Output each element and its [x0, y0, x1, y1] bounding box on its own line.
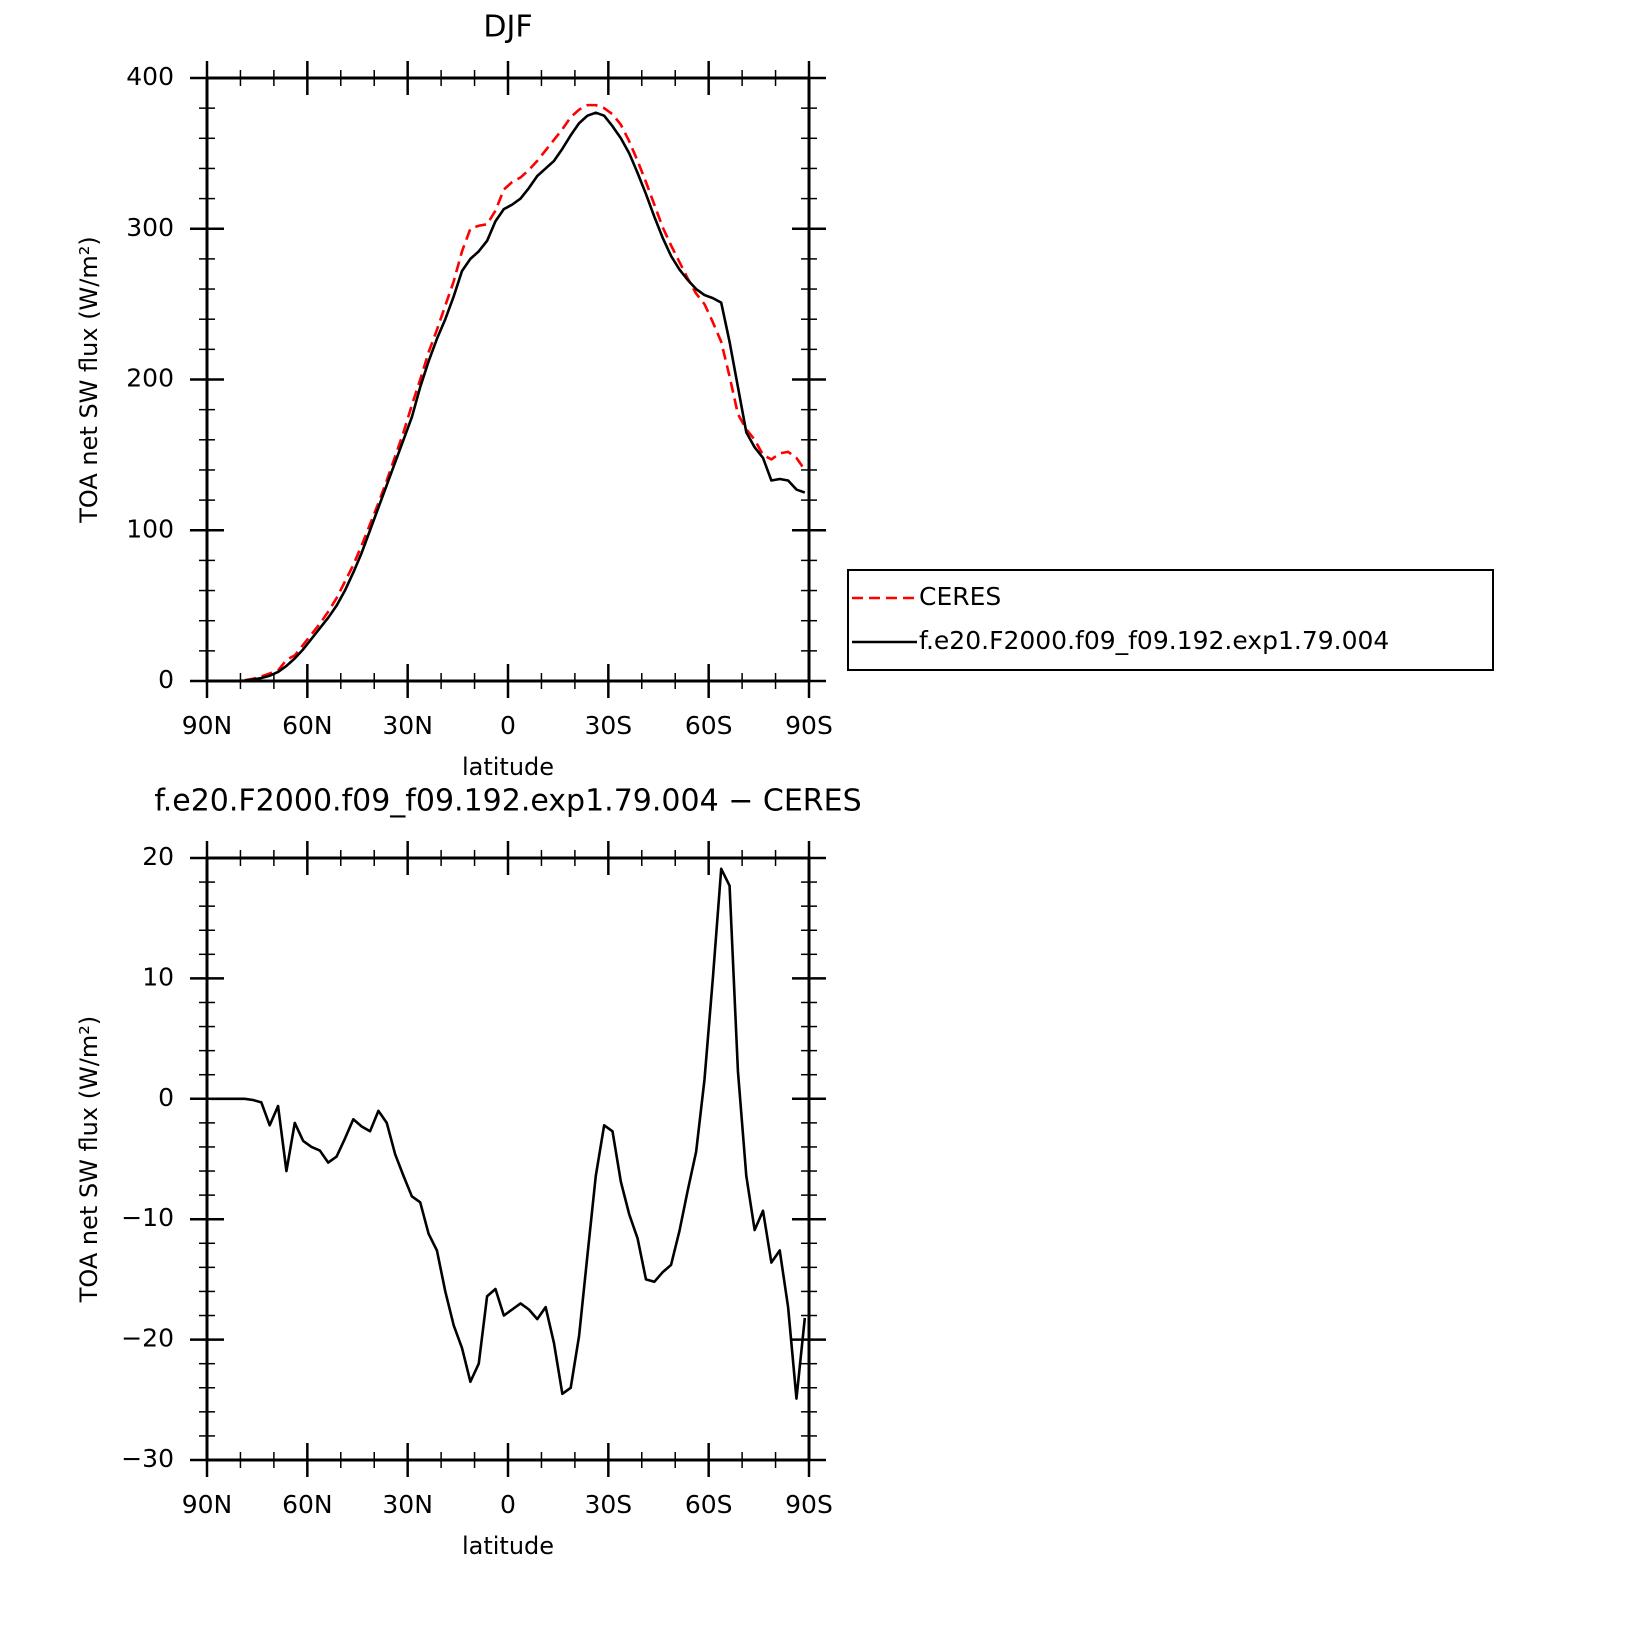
- data-line: [211, 111, 806, 683]
- x-axis-label: latitude: [462, 1532, 554, 1560]
- y-tick-label: −20: [121, 1324, 174, 1353]
- x-tick-label: 60S: [685, 711, 733, 740]
- x-tick-label: 60N: [282, 1490, 333, 1519]
- x-axis-label: latitude: [462, 753, 554, 781]
- x-tick-label: 30S: [584, 1490, 632, 1519]
- y-tick-label: 0: [158, 1083, 174, 1112]
- x-tick-label: 90N: [182, 1490, 233, 1519]
- x-tick-label: 30N: [382, 711, 433, 740]
- y-tick-label: −30: [121, 1444, 174, 1473]
- x-tick-label: 60S: [685, 1490, 733, 1519]
- chart-panel: f.e20.F2000.f09_f09.192.exp1.79.004 − CE…: [75, 784, 862, 1561]
- y-axis-label: TOA net SW flux (W/m²): [75, 1016, 103, 1304]
- legend-label: f.e20.F2000.f09_f09.192.exp1.79.004: [919, 626, 1389, 655]
- chart-panel: DJF latitude TOA net SW flux (W/m²) 0 100 200…: [75, 10, 1494, 781]
- chart-title: f.e20.F2000.f09_f09.192.exp1.79.004 − CE…: [154, 784, 861, 819]
- y-tick-label: 100: [126, 514, 174, 543]
- y-axis-label: TOA net SW flux (W/m²): [75, 236, 103, 524]
- legend-box: [847, 569, 1494, 671]
- plot-frame: [205, 76, 811, 683]
- plot-frame: [205, 856, 811, 1462]
- y-tick-label: 10: [142, 962, 174, 991]
- y-tick-label: 400: [126, 62, 174, 91]
- y-tick-label: 200: [126, 364, 174, 393]
- x-tick-label: 0: [500, 1490, 516, 1519]
- x-tick-label: 90N: [182, 711, 233, 740]
- x-tick-label: 30S: [584, 711, 632, 740]
- legend: CERES f.e20.F2000.f09_f09.192.exp1.79.004: [847, 569, 1494, 671]
- y-tick-label: 300: [126, 213, 174, 242]
- data-line: [211, 103, 806, 683]
- x-tick-label: 30N: [382, 1490, 433, 1519]
- y-tick-label: −10: [121, 1203, 174, 1232]
- x-tick-label: 0: [500, 711, 516, 740]
- data-line: [211, 867, 807, 1400]
- x-tick-label: 90S: [785, 1490, 833, 1519]
- y-tick-label: 0: [158, 665, 174, 694]
- chart-title: DJF: [483, 10, 532, 45]
- y-tick-label: 20: [142, 842, 174, 871]
- legend-label: CERES: [919, 582, 1001, 611]
- x-tick-label: 90S: [785, 711, 833, 740]
- x-tick-label: 60N: [282, 711, 333, 740]
